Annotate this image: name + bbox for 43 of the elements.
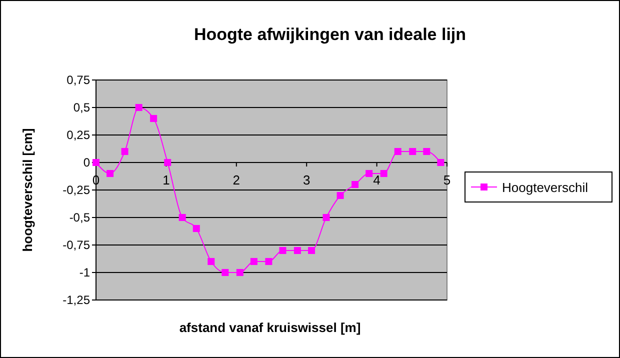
x-tick-label: 1 — [162, 172, 170, 188]
y-axis-title: hoogteverschil [cm] — [20, 128, 35, 252]
point — [336, 192, 344, 199]
point — [106, 170, 114, 177]
y-tick-label: 0,25 — [66, 128, 90, 142]
point — [164, 159, 172, 166]
point — [279, 247, 286, 254]
point — [222, 269, 229, 276]
point — [178, 214, 186, 221]
x-tick-label: 3 — [302, 172, 310, 188]
point — [308, 247, 316, 254]
y-tick-label: -0,75 — [62, 238, 90, 252]
legend-label: Hoogteverschil — [502, 180, 588, 195]
y-tick-label: 0,75 — [66, 73, 90, 87]
x-axis-title: afstand vanaf kruiswissel [m] — [179, 320, 361, 335]
point — [250, 258, 258, 265]
point — [294, 247, 301, 254]
point — [394, 148, 402, 155]
point — [380, 170, 388, 177]
point — [236, 269, 244, 276]
x-tick-label: 2 — [232, 172, 240, 188]
point — [92, 159, 100, 166]
y-tick-label: 0,5 — [73, 100, 90, 114]
point — [423, 148, 430, 155]
point — [437, 159, 444, 166]
y-tick-label: -0,5 — [69, 210, 90, 224]
point — [150, 115, 158, 122]
point — [192, 225, 200, 232]
point — [322, 214, 330, 221]
y-tick-label: 0 — [83, 156, 90, 170]
y-tick-label: -0,25 — [62, 183, 90, 197]
x-tick-label: 5 — [443, 172, 451, 188]
x-tick-label: 4 — [373, 172, 380, 188]
point — [265, 258, 272, 265]
point — [121, 148, 128, 155]
point — [366, 170, 373, 177]
y-tick-label: -1,25 — [62, 293, 90, 307]
point — [135, 104, 142, 111]
point — [352, 181, 359, 188]
point — [208, 258, 215, 265]
point — [409, 148, 416, 155]
y-tick-label: -1 — [79, 266, 90, 280]
chart-title: Hoogte afwijkingen van ideale lijn — [194, 25, 466, 44]
